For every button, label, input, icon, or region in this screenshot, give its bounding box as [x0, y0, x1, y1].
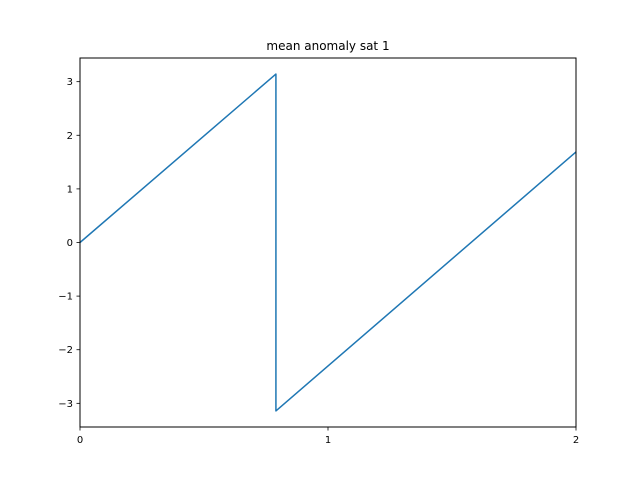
- series-layer: [79, 73, 577, 412]
- x-axis: 0 1 2: [77, 427, 579, 446]
- plot-frame: [79, 57, 577, 428]
- x-tick-label: 2: [573, 435, 579, 446]
- chart-title: mean anomaly sat 1: [266, 39, 389, 53]
- x-tick-label: 1: [325, 435, 331, 446]
- y-tick-label: −3: [58, 399, 73, 410]
- y-axis: 3 2 1 0 −1 −2 −3: [58, 77, 80, 410]
- y-tick-label: −1: [58, 292, 73, 303]
- y-tick-label: 2: [67, 131, 73, 142]
- series-line-1: [79, 73, 577, 412]
- y-tick-label: 1: [67, 184, 73, 195]
- y-tick-label: 0: [67, 238, 73, 249]
- x-tick-label: 0: [77, 435, 83, 446]
- y-tick-label: 3: [67, 77, 73, 88]
- y-tick-label: −2: [58, 345, 73, 356]
